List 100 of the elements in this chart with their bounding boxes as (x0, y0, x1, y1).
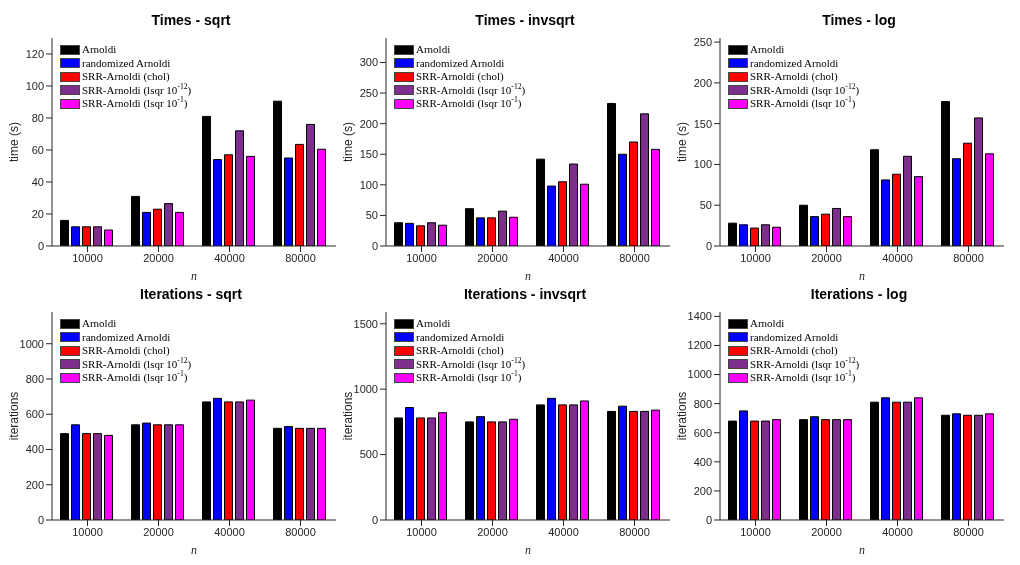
x-tick-label: 80000 (619, 251, 650, 264)
x-tick-label: 80000 (619, 525, 650, 538)
x-axis-title: n (191, 269, 197, 283)
bar (739, 410, 749, 520)
chart-title: Times - invsqrt (474, 11, 576, 30)
bar (580, 400, 590, 520)
bar (821, 419, 831, 520)
y-tick-label: 150 (359, 148, 378, 161)
bar (164, 203, 174, 246)
bar (438, 224, 448, 246)
y-tick-label: 400 (25, 443, 44, 456)
bar (941, 101, 951, 246)
bar (405, 407, 415, 520)
y-tick-label: 1000 (19, 337, 44, 350)
bar (175, 211, 185, 246)
legend-label: SRR-Arnoldi (lsqr 10$^{-1}$) (82, 95, 188, 111)
bar (246, 399, 256, 520)
legend-label: Arnoldi (82, 43, 117, 57)
bar (870, 401, 880, 520)
bar (427, 222, 437, 246)
legend-label: randomized Arnoldi (416, 330, 505, 344)
y-tick-label: 80 (31, 111, 44, 124)
x-tick-label: 10000 (406, 251, 437, 264)
y-tick-label: 1000 (687, 368, 712, 381)
y-tick-label: 200 (693, 484, 712, 497)
y-tick-label: 800 (25, 372, 44, 385)
bar (213, 159, 223, 246)
legend-label: SRR-Arnoldi (lsqr 10$^{-1}$) (82, 369, 188, 385)
legend-label: SRR-Arnoldi (lsqr 10$^{-12}$) (416, 355, 526, 370)
bar (750, 227, 760, 246)
bar (618, 405, 628, 520)
bar (963, 142, 973, 246)
bar (487, 217, 497, 246)
bar (952, 158, 962, 246)
y-tick-label: 1400 (687, 310, 712, 323)
y-axis-title: iterations (341, 391, 356, 441)
y-tick-label: 100 (693, 158, 712, 171)
bar (761, 420, 771, 520)
bar (246, 155, 256, 246)
bar (306, 427, 316, 520)
bar (153, 424, 163, 520)
bar (607, 410, 617, 520)
legend-label: Arnoldi (416, 43, 451, 57)
bar (465, 208, 475, 246)
bar (629, 410, 639, 520)
bar (153, 208, 163, 246)
y-tick-label: 120 (25, 47, 44, 60)
bar (317, 427, 327, 520)
y-tick-label: 1000 (353, 383, 378, 396)
bar (974, 414, 984, 520)
legend-label: SRR-Arnoldi (lsqr 10$^{-12}$) (82, 81, 192, 96)
legend-label: SRR-Arnoldi (lsqr 10$^{-12}$) (416, 81, 526, 96)
bar (952, 413, 962, 520)
bar (498, 210, 508, 246)
bar (82, 433, 92, 520)
bar (104, 229, 114, 246)
chart-title: Iterations - sqrt (139, 285, 243, 304)
x-tick-label: 10000 (740, 525, 771, 538)
legend-label: Arnoldi (416, 317, 451, 331)
legend-label: SRR-Arnoldi (lsqr 10$^{-1}$) (750, 369, 856, 385)
bar (810, 216, 820, 246)
bar (509, 216, 519, 246)
chart-title: Iterations - log (809, 285, 909, 304)
bar (963, 414, 973, 520)
bar (295, 427, 305, 520)
bar (843, 419, 853, 520)
x-tick-label: 80000 (953, 525, 984, 538)
x-tick-label: 20000 (477, 251, 508, 264)
x-tick-label: 10000 (72, 525, 103, 538)
bar (843, 216, 853, 246)
y-tick-label: 50 (365, 209, 378, 222)
chart-title: Times - sqrt (150, 11, 232, 30)
bar (629, 141, 639, 246)
chart-title: Iterations - invsqrt (462, 285, 588, 304)
y-tick-label: 0 (371, 513, 378, 526)
bar (651, 148, 661, 246)
x-tick-label: 20000 (811, 525, 842, 538)
legend-label: SRR-Arnoldi (lsqr 10$^{-1}$) (416, 95, 522, 111)
bar (892, 401, 902, 520)
legend-label: SRR-Arnoldi (lsqr 10$^{-12}$) (82, 355, 192, 370)
x-tick-label: 40000 (882, 251, 913, 264)
y-tick-label: 600 (693, 426, 712, 439)
bar (394, 222, 404, 246)
legend-label: SRR-Arnoldi (lsqr 10$^{-12}$) (750, 81, 860, 96)
x-axis-title: n (191, 543, 197, 557)
bar (476, 217, 486, 246)
bar (164, 424, 174, 520)
bar (93, 433, 103, 520)
x-tick-label: 20000 (143, 525, 174, 538)
legend-label: SRR-Arnoldi (chol) (416, 344, 504, 358)
bar (487, 421, 497, 520)
bar (569, 163, 579, 246)
x-axis-title: n (859, 269, 865, 283)
bar (438, 412, 448, 520)
bar (224, 401, 234, 520)
bar (536, 404, 546, 520)
bar (509, 418, 519, 520)
bar (558, 404, 568, 520)
y-tick-label: 40 (31, 175, 44, 188)
x-tick-label: 10000 (72, 251, 103, 264)
